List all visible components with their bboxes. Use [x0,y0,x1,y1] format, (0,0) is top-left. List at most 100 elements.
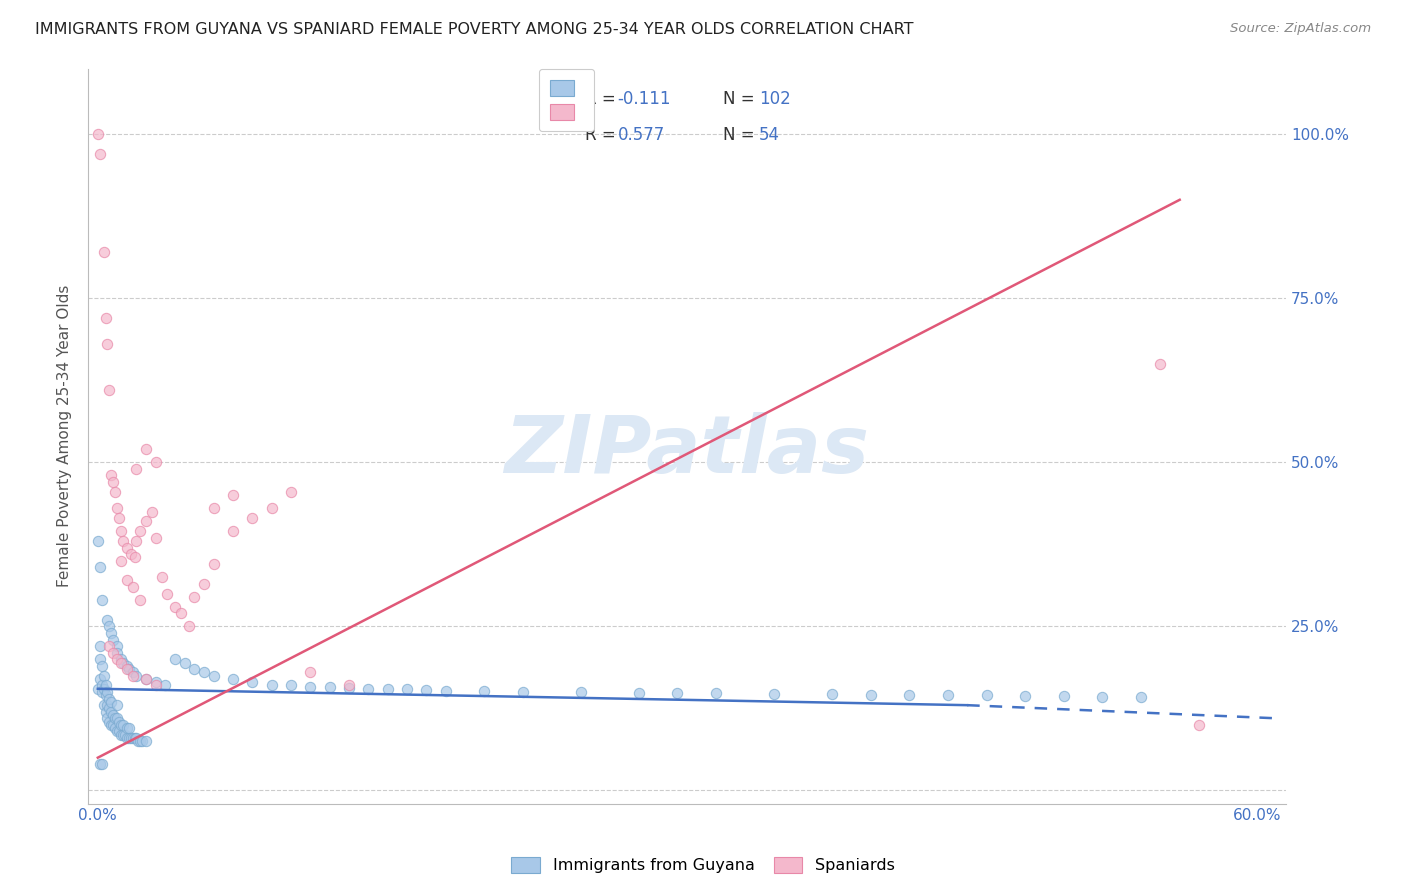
Point [87,534,110,549]
Point [1091,690,1114,704]
Point [666,686,689,700]
Point [1188,718,1211,732]
Point [129,734,152,748]
Point [222,672,245,686]
Point [704,686,727,700]
Point [222,524,245,539]
Point [1014,689,1036,703]
Point [183,662,205,676]
Point [111,656,134,670]
Point [115,662,138,676]
Point [104,711,127,725]
Point [1053,689,1076,703]
Point [94,689,117,703]
Point [165,652,187,666]
Point [118,662,141,676]
Text: 0.577: 0.577 [617,126,665,144]
Point [762,687,785,701]
Point [434,683,457,698]
Point [98,691,121,706]
Point [145,531,167,545]
Point [131,734,153,748]
Point [100,626,122,640]
Point [337,678,360,692]
Point [859,688,882,702]
Point [472,684,495,698]
Point [318,681,340,695]
Point [89,560,111,574]
Point [90,658,112,673]
Point [155,678,177,692]
Point [173,656,195,670]
Point [115,731,138,745]
Text: N =: N = [723,126,759,144]
Point [337,681,360,695]
Point [125,534,148,549]
Point [299,665,322,680]
Point [87,127,110,141]
Point [96,337,118,351]
Point [104,484,127,499]
Point [104,721,127,735]
Point [93,681,115,696]
Point [127,734,149,748]
Point [115,658,138,673]
Point [103,632,125,647]
Point [105,639,128,653]
Point [103,475,125,489]
Point [89,672,111,686]
Point [177,619,200,633]
Point [103,708,125,723]
Point [202,557,225,571]
Point [357,681,380,696]
Point [115,541,138,555]
Point [108,724,131,739]
Point [299,680,322,694]
Text: Source: ZipAtlas.com: Source: ZipAtlas.com [1230,22,1371,36]
Legend: , : , [538,69,593,131]
Point [135,672,157,686]
Point [395,682,418,697]
Point [115,574,138,588]
Point [260,501,283,516]
Point [89,146,111,161]
Point [118,731,141,745]
Point [90,678,112,692]
Point [105,501,128,516]
Point [111,718,134,732]
Point [118,721,141,735]
Point [1130,690,1153,704]
Point [936,689,959,703]
Point [89,652,111,666]
Point [240,675,263,690]
Point [87,681,110,696]
Point [280,678,302,692]
Point [125,731,148,745]
Point [120,731,142,745]
Point [98,701,121,715]
Point [193,665,215,680]
Point [110,728,132,742]
Point [100,468,122,483]
Point [125,462,148,476]
Point [94,310,117,325]
Point [125,668,148,682]
Point [110,656,132,670]
Point [280,484,302,499]
Point [145,455,167,469]
Point [569,685,592,699]
Point [141,504,163,518]
Point [121,731,143,745]
Point [898,688,921,702]
Legend: Immigrants from Guyana, Spaniards: Immigrants from Guyana, Spaniards [505,850,901,880]
Point [111,728,134,742]
Point [121,668,143,682]
Point [135,442,157,457]
Point [260,678,283,692]
Y-axis label: Female Poverty Among 25-34 Year Olds: Female Poverty Among 25-34 Year Olds [58,285,72,587]
Point [96,613,118,627]
Point [108,511,131,525]
Point [100,718,122,732]
Point [110,652,132,666]
Text: R =: R = [585,126,621,144]
